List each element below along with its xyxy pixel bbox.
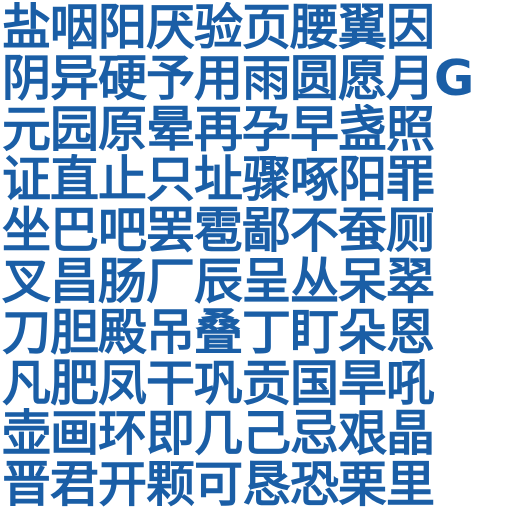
text-line-8: 凡肥凤干巩贡国旱吼 (2, 357, 435, 409)
text-line-4: 证直止只址骤啄阳罪 (2, 154, 435, 206)
text-line-7: 刀胆殿吊叠丁盯朵恩 (2, 306, 435, 358)
text-line-9: 壶画环即几己忌艰晶 (2, 408, 435, 460)
text-line-5: 坐巴吧罢雹鄙不蚕厕 (2, 205, 435, 256)
text-line-6: 叉昌肠厂辰呈丛呆翠 (2, 255, 435, 307)
text-line-3: 元园原晕再孕早盏照 (2, 103, 435, 155)
text-line-1: 盐咽阳厌验页腰翼因 (2, 2, 435, 53)
text-line-10: 晋君开颗可恳恐栗里 (2, 459, 435, 510)
text-line-2: 阴异硬予用雨圆愿月G (2, 52, 474, 104)
